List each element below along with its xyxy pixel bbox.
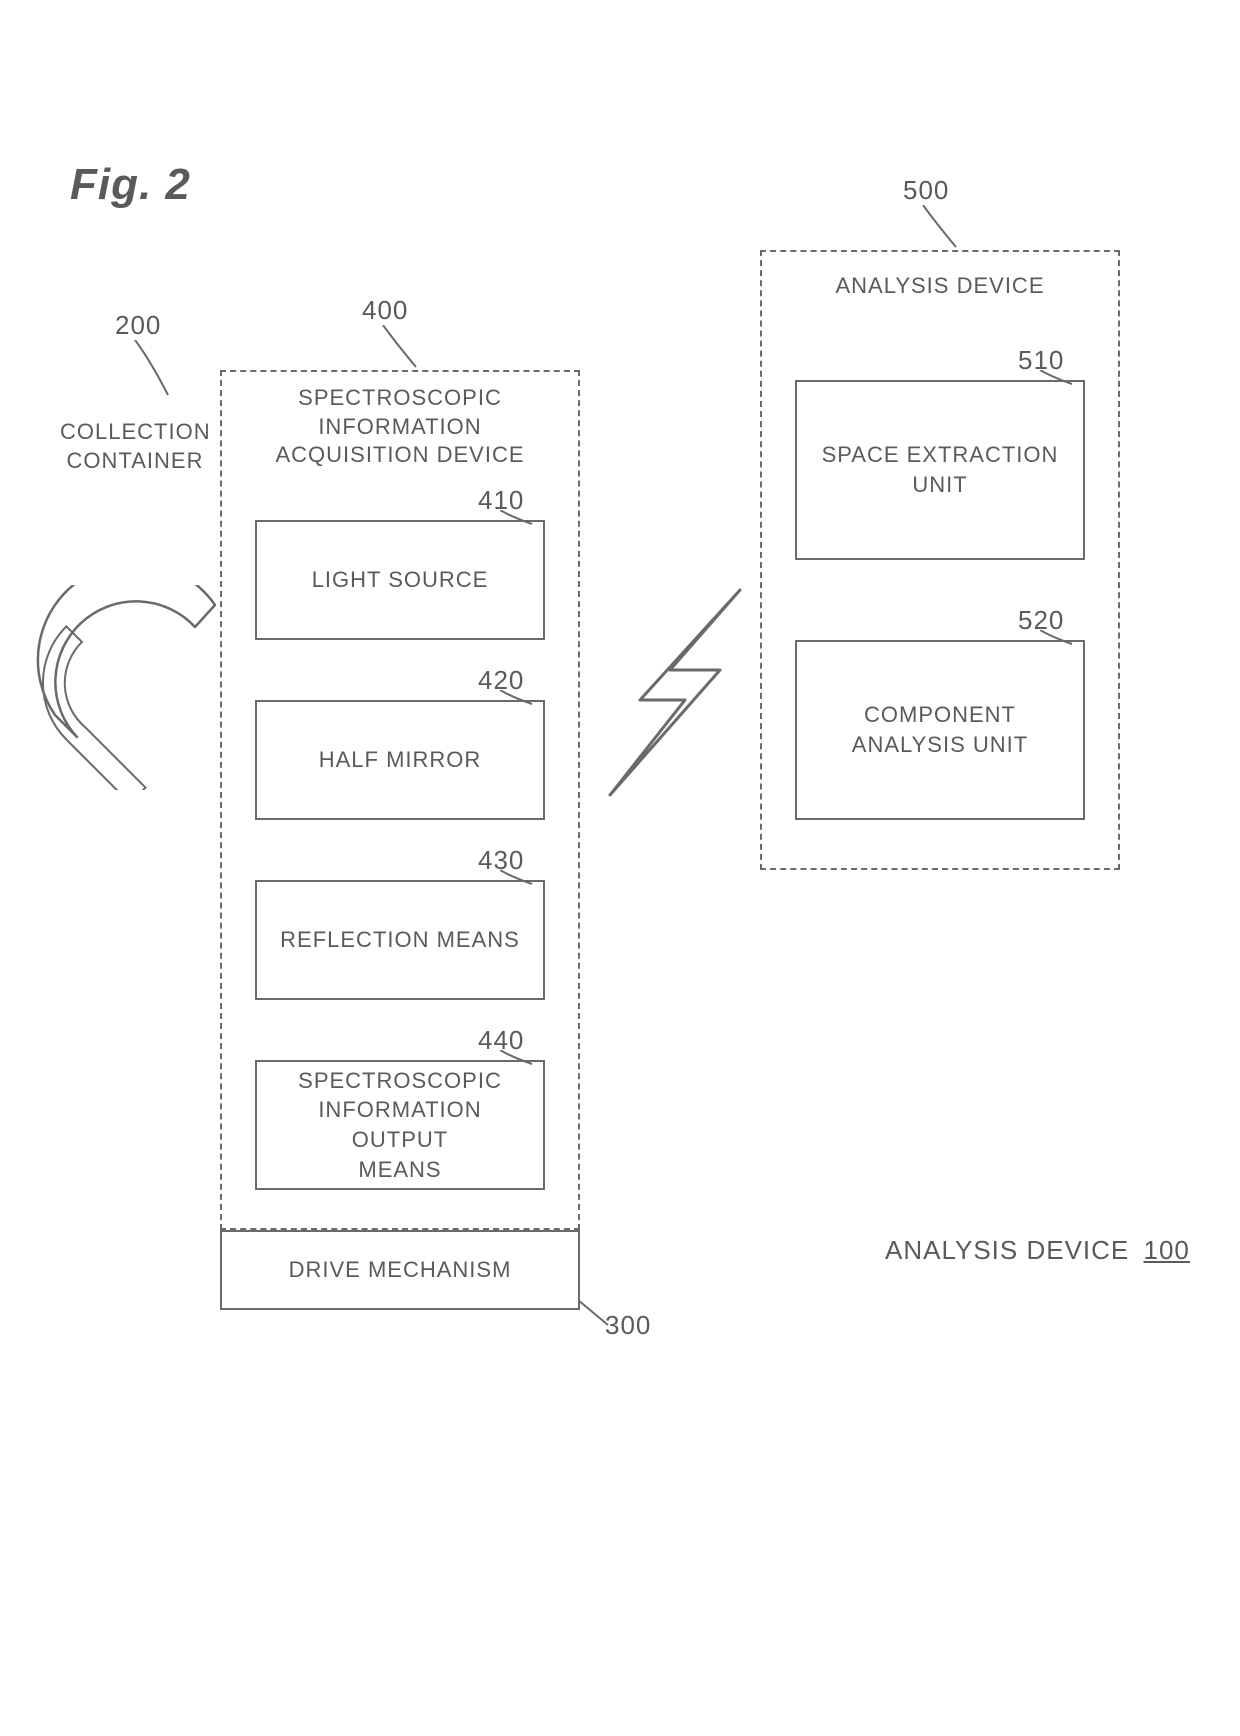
leader-400 (378, 325, 428, 370)
spectro-output-label: SPECTROSCOPIC INFORMATION OUTPUT MEANS (267, 1066, 533, 1185)
system-label-ref: 100 (1144, 1235, 1190, 1265)
drive-mechanism-label: DRIVE MECHANISM (289, 1255, 512, 1285)
space-extraction-box: SPACE EXTRACTION UNIT (795, 380, 1085, 560)
ref-200: 200 (115, 310, 161, 341)
system-label: ANALYSIS DEVICE 100 (885, 1235, 1190, 1266)
leader-300 (578, 1300, 613, 1330)
drive-mechanism-box: DRIVE MECHANISM (220, 1230, 580, 1310)
leader-420 (500, 690, 540, 708)
spectroscopic-device-title: SPECTROSCOPIC INFORMATION ACQUISITION DE… (222, 384, 578, 470)
leader-410 (500, 510, 540, 528)
collection-container-text: COLLECTION CONTAINER (60, 419, 211, 473)
leader-510 (1040, 370, 1080, 388)
light-source-label: LIGHT SOURCE (312, 565, 489, 595)
spectro-output-box: SPECTROSCOPIC INFORMATION OUTPUT MEANS (255, 1060, 545, 1190)
reflection-means-label: REFLECTION MEANS (280, 925, 520, 955)
leader-440 (500, 1050, 540, 1068)
analysis-device-title-text: ANALYSIS DEVICE (836, 273, 1045, 298)
half-mirror-label: HALF MIRROR (319, 745, 482, 775)
leader-500 (918, 205, 968, 250)
leader-200 (130, 340, 180, 400)
system-label-text: ANALYSIS DEVICE (885, 1235, 1129, 1265)
ref-400: 400 (362, 295, 408, 326)
spectroscopic-device-title-text: SPECTROSCOPIC INFORMATION ACQUISITION DE… (275, 385, 524, 467)
collection-container-label: COLLECTION CONTAINER (60, 418, 210, 475)
figure-title: Fig. 2 (70, 160, 191, 210)
component-analysis-box: COMPONENT ANALYSIS UNIT (795, 640, 1085, 820)
light-source-box: LIGHT SOURCE (255, 520, 545, 640)
ref-500: 500 (903, 175, 949, 206)
analysis-device-title: ANALYSIS DEVICE (762, 272, 1118, 301)
component-analysis-label: COMPONENT ANALYSIS UNIT (807, 700, 1073, 759)
leader-430 (500, 870, 540, 888)
leader-520 (1040, 630, 1080, 648)
wireless-icon (590, 570, 760, 810)
half-mirror-box: HALF MIRROR (255, 700, 545, 820)
space-extraction-label: SPACE EXTRACTION UNIT (807, 440, 1073, 499)
collection-container-ring (35, 585, 225, 795)
reflection-means-box: REFLECTION MEANS (255, 880, 545, 1000)
